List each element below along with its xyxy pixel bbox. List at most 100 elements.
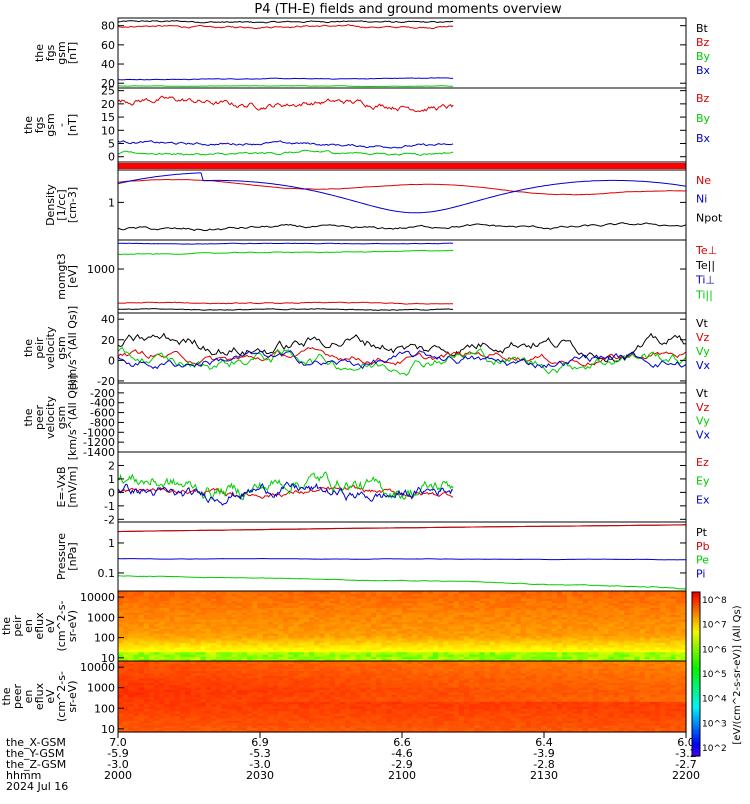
- y-tick-label: 5: [108, 138, 115, 151]
- legend-label: By: [696, 50, 711, 63]
- series-by-line: [118, 86, 453, 87]
- legend-label: Bx: [696, 64, 711, 77]
- legend-label: Ti⊥: [695, 274, 715, 287]
- legend-label: Bz: [696, 36, 710, 49]
- series-npot-line: [118, 223, 686, 231]
- panel-frame: [118, 313, 686, 383]
- series-ne-line: [118, 180, 686, 195]
- y-tick-label: 0: [108, 354, 115, 367]
- y-tick-label: 1: [108, 473, 115, 486]
- y-tick-label: 0: [108, 486, 115, 499]
- y-tick-label: 10: [101, 124, 115, 137]
- y-tick-label: 15: [101, 111, 115, 124]
- y-axis-label: [cm-3]: [66, 187, 79, 223]
- legend-label: Ne: [696, 174, 711, 187]
- y-axis-label: [mV/m]: [66, 466, 79, 507]
- y-tick-label: 40: [101, 58, 115, 71]
- legend-label: Bx: [696, 132, 711, 145]
- y-tick-label: -200: [90, 387, 115, 400]
- legend-label: Te||: [695, 259, 715, 272]
- y-tick-label: 10000: [80, 591, 115, 604]
- flag-bar: [118, 163, 686, 169]
- series-bz-line: [118, 96, 453, 112]
- y-tick-label: 0.1: [98, 567, 116, 580]
- series-pb-line: [118, 525, 686, 532]
- y-tick-label: 60: [101, 39, 115, 52]
- legend-label: Bz: [696, 92, 710, 105]
- y-tick-label: 0: [108, 151, 115, 164]
- legend-label: Npot: [696, 211, 723, 224]
- y-axis-label: [eV]: [66, 265, 79, 288]
- legend-label: Ex: [696, 493, 710, 506]
- series-vz-line: [118, 348, 686, 367]
- legend-label: Vx: [696, 359, 711, 372]
- series-bt-line: [118, 21, 453, 23]
- page-title: P4 (TH-E) fields and ground moments over…: [254, 2, 562, 17]
- series-pi-line: [118, 559, 686, 560]
- legend-label: By: [696, 112, 711, 125]
- series-by-line: [118, 150, 453, 155]
- legend-label: Ey: [696, 475, 710, 488]
- legend-label: Vt: [696, 317, 709, 330]
- y-axis-label: [km/s^(All Qe)]: [66, 375, 79, 460]
- series-bz-line: [118, 25, 453, 29]
- spectrogram: [118, 591, 687, 662]
- series-ti-line: [118, 250, 453, 254]
- y-tick-label: 1000: [87, 611, 115, 624]
- legend-label: Pe: [696, 554, 709, 567]
- y-axis-label: sr-eV): [66, 610, 79, 642]
- panel-frame: [118, 88, 686, 162]
- panel-peer-eflux: thepeerenefluxeV(cm^2-s-sr-eV)1010010001…: [0, 661, 687, 736]
- series-te-line: [118, 309, 453, 311]
- panel-peir-eflux: thepeirenefluxeV(cm^2-s-sr-eV)1010010001…: [0, 591, 687, 665]
- panel-flag: [118, 162, 686, 170]
- y-tick-label: 2: [108, 459, 115, 472]
- y-tick-label: 40: [101, 313, 115, 326]
- y-axis-label: [nPa]: [66, 542, 79, 570]
- legend-label: Pt: [696, 526, 708, 539]
- legend-label: Vy: [696, 415, 710, 428]
- legend-label: Vy: [696, 345, 710, 358]
- series-bx-line: [118, 141, 453, 149]
- y-tick-label: 1: [108, 537, 115, 550]
- y-tick-label: 80: [101, 20, 115, 33]
- legend-label: Vx: [696, 428, 711, 441]
- y-tick-label: -1: [104, 500, 115, 513]
- legend-label: Ni: [696, 193, 707, 206]
- y-tick-label: 1000: [87, 263, 115, 276]
- series-pe-line: [118, 576, 686, 589]
- panel-frame: [118, 452, 686, 522]
- y-tick-label: -2: [104, 513, 115, 526]
- legend-label: Vz: [696, 401, 710, 414]
- legend-label: Te⊥: [695, 244, 717, 257]
- spectrogram: [118, 661, 687, 733]
- y-tick-label: 20: [101, 98, 115, 111]
- panel-frame: [118, 18, 686, 88]
- y-tick-label: 20: [101, 334, 115, 347]
- series-bx-line: [118, 78, 453, 80]
- legend-label: Vt: [696, 387, 709, 400]
- y-axis-label: [nT]: [66, 114, 79, 136]
- series-ti-line: [118, 243, 453, 244]
- series-vt-line: [118, 334, 686, 362]
- y-axis-label: [nT]: [66, 42, 79, 64]
- panel-frame: [118, 383, 686, 452]
- legend-label: Vz: [696, 331, 710, 344]
- series-te-line: [118, 302, 453, 304]
- legend-label: Bt: [696, 22, 709, 35]
- legend-label: Ti||: [695, 288, 713, 301]
- y-tick-label: 25: [101, 85, 115, 98]
- legend-label: Pb: [696, 540, 710, 553]
- y-tick-label: 100: [94, 632, 115, 645]
- y-tick-label: 1: [108, 196, 115, 209]
- legend-label: Ez: [696, 456, 709, 469]
